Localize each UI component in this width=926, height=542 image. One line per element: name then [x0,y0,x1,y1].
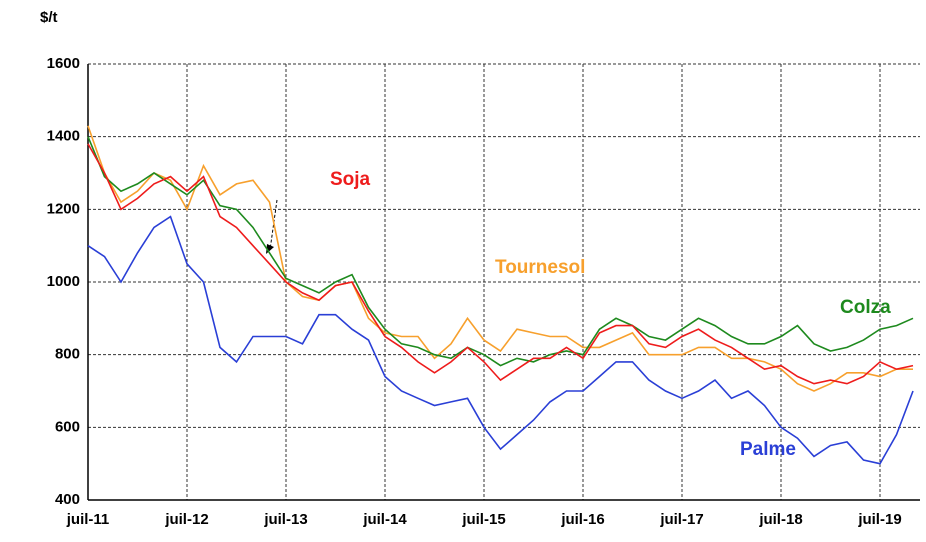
x-tick-label: juil-15 [461,511,505,528]
x-tick-label: juil-14 [362,511,407,528]
y-tick-label: 600 [55,418,80,435]
series-line [87,215,914,465]
x-tick-label: juil-16 [560,511,604,528]
series-label: Colza [840,297,891,318]
series-label: Palme [740,439,796,460]
series-label: Tournesol [495,257,585,278]
series-line [87,136,914,367]
y-tick-label: 400 [55,491,80,508]
y-tick-label: 1000 [47,273,80,290]
series-line [87,143,914,385]
x-tick-label: juil-11 [66,511,110,528]
x-tick-label: juil-19 [857,511,901,528]
y-axis-label: $/t [40,9,58,26]
y-tick-label: 1200 [47,200,80,217]
series-label: Soja [330,169,371,190]
y-tick-label: 1600 [47,55,80,72]
y-tick-label: 1400 [47,128,80,145]
x-tick-label: juil-13 [263,511,307,528]
x-tick-label: juil-12 [164,511,208,528]
x-tick-label: juil-18 [758,511,802,528]
x-tick-label: juil-17 [659,511,703,528]
y-tick-label: 800 [55,346,80,363]
